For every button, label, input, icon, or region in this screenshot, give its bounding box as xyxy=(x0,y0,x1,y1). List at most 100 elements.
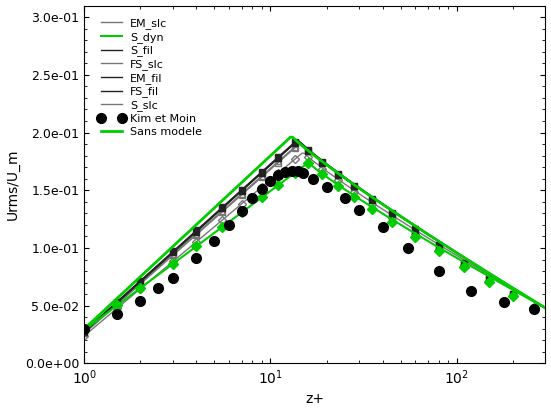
Kim et Moin xyxy=(288,168,295,173)
Kim et Moin xyxy=(435,269,442,274)
Sans modele xyxy=(100,309,106,314)
FS_fil xyxy=(542,306,549,311)
FS_fil xyxy=(109,305,116,310)
S_dyn xyxy=(505,285,512,290)
Line: S_fil: S_fil xyxy=(84,141,545,331)
Kim et Moin xyxy=(211,239,218,243)
Legend: EM_slc, S_dyn, S_fil, FS_slc, EM_fil, FS_fil, S_slc, Kim et Moin, Sans modele: EM_slc, S_dyn, S_fil, FS_slc, EM_fil, FS… xyxy=(95,15,206,140)
Kim et Moin xyxy=(170,276,176,281)
Kim et Moin xyxy=(81,326,88,331)
FS_fil xyxy=(81,330,88,335)
Sans modele xyxy=(287,135,294,140)
Kim et Moin xyxy=(356,207,363,212)
Kim et Moin xyxy=(468,288,474,293)
FS_fil xyxy=(505,283,512,288)
Line: FS_slc: FS_slc xyxy=(84,143,545,332)
S_fil xyxy=(109,304,116,309)
EM_slc xyxy=(167,255,174,260)
EM_slc xyxy=(100,315,106,320)
Sans modele xyxy=(81,326,88,331)
Kim et Moin xyxy=(341,196,348,201)
Kim et Moin xyxy=(282,169,289,174)
EM_slc xyxy=(81,331,88,336)
EM_slc xyxy=(109,307,116,311)
EM_fil xyxy=(167,252,174,257)
Kim et Moin xyxy=(379,225,386,229)
Kim et Moin xyxy=(294,168,301,173)
X-axis label: z+: z+ xyxy=(305,393,325,407)
Sans modele xyxy=(204,212,210,217)
Kim et Moin xyxy=(137,299,144,304)
Sans modele xyxy=(109,300,116,305)
Kim et Moin xyxy=(310,176,317,181)
FS_slc xyxy=(296,140,303,145)
FS_slc xyxy=(81,330,88,335)
FS_slc xyxy=(167,254,174,259)
EM_fil xyxy=(505,283,512,288)
EM_slc xyxy=(204,223,210,228)
S_slc xyxy=(81,333,88,338)
FS_fil xyxy=(204,220,210,225)
Line: S_slc: S_slc xyxy=(84,153,545,336)
FS_slc xyxy=(109,305,116,310)
Kim et Moin xyxy=(155,286,162,291)
S_fil xyxy=(81,329,88,334)
Kim et Moin xyxy=(258,187,265,192)
Kim et Moin xyxy=(267,178,274,183)
FS_fil xyxy=(521,293,528,298)
S_fil xyxy=(100,312,106,317)
Sans modele xyxy=(167,247,174,252)
Line: Sans modele: Sans modele xyxy=(84,137,545,329)
Kim et Moin xyxy=(405,246,412,250)
EM_slc xyxy=(542,306,549,311)
S_dyn xyxy=(542,306,549,311)
FS_fil xyxy=(167,253,174,258)
S_fil xyxy=(167,252,174,257)
FS_slc xyxy=(100,314,106,318)
S_dyn xyxy=(100,314,106,318)
EM_slc xyxy=(505,283,512,288)
FS_fil xyxy=(100,313,106,318)
EM_fil xyxy=(100,312,106,317)
Sans modele xyxy=(542,306,549,311)
FS_slc xyxy=(505,283,512,288)
EM_fil xyxy=(109,304,116,309)
Sans modele xyxy=(521,293,528,298)
EM_fil xyxy=(294,137,301,142)
EM_fil xyxy=(204,218,210,223)
FS_slc xyxy=(521,293,528,298)
S_slc xyxy=(505,284,512,289)
Kim et Moin xyxy=(249,196,256,201)
Kim et Moin xyxy=(501,300,507,305)
FS_slc xyxy=(542,306,549,311)
S_fil xyxy=(542,306,549,311)
Kim et Moin xyxy=(193,256,199,261)
S_fil xyxy=(294,138,301,143)
S_slc xyxy=(204,230,210,235)
S_slc xyxy=(167,261,174,266)
EM_fil xyxy=(81,329,88,334)
S_dyn xyxy=(167,263,174,268)
Kim et Moin xyxy=(300,171,306,176)
S_slc xyxy=(100,318,106,323)
FS_slc xyxy=(204,222,210,227)
S_slc xyxy=(109,310,116,315)
Line: FS_fil: FS_fil xyxy=(84,141,545,332)
S_dyn xyxy=(521,294,528,299)
FS_fil xyxy=(294,138,301,143)
S_slc xyxy=(521,293,528,298)
S_dyn xyxy=(109,307,116,311)
Kim et Moin xyxy=(239,208,245,213)
Kim et Moin xyxy=(275,173,282,178)
S_slc xyxy=(542,306,549,311)
Sans modele xyxy=(505,283,512,288)
S_slc xyxy=(299,151,305,156)
S_fil xyxy=(204,219,210,224)
S_fil xyxy=(505,283,512,288)
S_dyn xyxy=(204,236,210,241)
S_dyn xyxy=(306,161,312,166)
Line: EM_slc: EM_slc xyxy=(84,143,545,333)
EM_fil xyxy=(542,306,549,311)
EM_slc xyxy=(296,141,303,146)
Kim et Moin xyxy=(323,184,330,189)
